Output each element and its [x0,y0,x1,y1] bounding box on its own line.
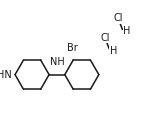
Text: NH: NH [50,57,64,67]
Text: Cl: Cl [114,13,123,23]
Text: H: H [110,46,117,56]
Text: Br: Br [67,43,77,53]
Text: Cl: Cl [101,33,110,43]
Text: H: H [123,26,130,36]
Text: HN: HN [0,70,12,80]
